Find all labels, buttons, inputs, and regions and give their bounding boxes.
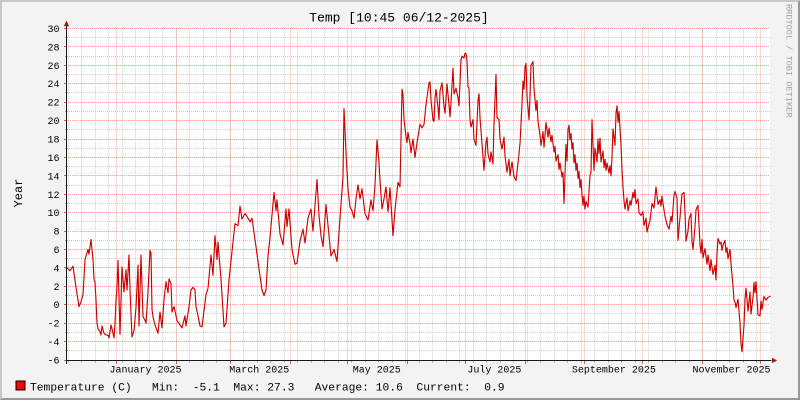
svg-text:September 2025: September 2025 [572, 365, 656, 377]
svg-text:16: 16 [47, 154, 59, 165]
svg-text:March 2025: March 2025 [229, 365, 289, 377]
svg-text:Temperature (C) Min: -5.1: Temperature (C) Min: -5.1 Max: 27.3 Aver… [30, 383, 505, 395]
svg-text:0: 0 [53, 301, 59, 312]
svg-text:26: 26 [47, 62, 59, 73]
svg-text:Temp [10:45 06/12-2025]: Temp [10:45 06/12-2025] [309, 11, 488, 26]
svg-text:8: 8 [53, 228, 59, 239]
svg-text:20: 20 [47, 117, 59, 128]
svg-text:-4: -4 [47, 338, 59, 349]
svg-text:6: 6 [53, 246, 59, 257]
svg-text:4: 4 [53, 264, 59, 275]
svg-text:22: 22 [47, 99, 59, 110]
svg-text:RRDTOOL / TOBI OETIKER: RRDTOOL / TOBI OETIKER [784, 4, 794, 117]
svg-text:10: 10 [47, 209, 59, 220]
svg-text:-6: -6 [47, 357, 59, 368]
svg-text:Year: Year [12, 179, 26, 208]
svg-text:28: 28 [47, 43, 59, 54]
svg-text:14: 14 [47, 172, 59, 183]
svg-text:November 2025: November 2025 [692, 365, 770, 377]
svg-text:July 2025: July 2025 [467, 365, 521, 377]
svg-text:30: 30 [47, 25, 59, 36]
svg-text:18: 18 [47, 136, 59, 147]
svg-text:12: 12 [47, 191, 59, 202]
svg-text:24: 24 [47, 80, 59, 91]
svg-text:May 2025: May 2025 [353, 366, 401, 377]
svg-text:-2: -2 [47, 320, 59, 331]
svg-text:2: 2 [53, 283, 59, 294]
svg-text:January 2025: January 2025 [109, 366, 181, 377]
